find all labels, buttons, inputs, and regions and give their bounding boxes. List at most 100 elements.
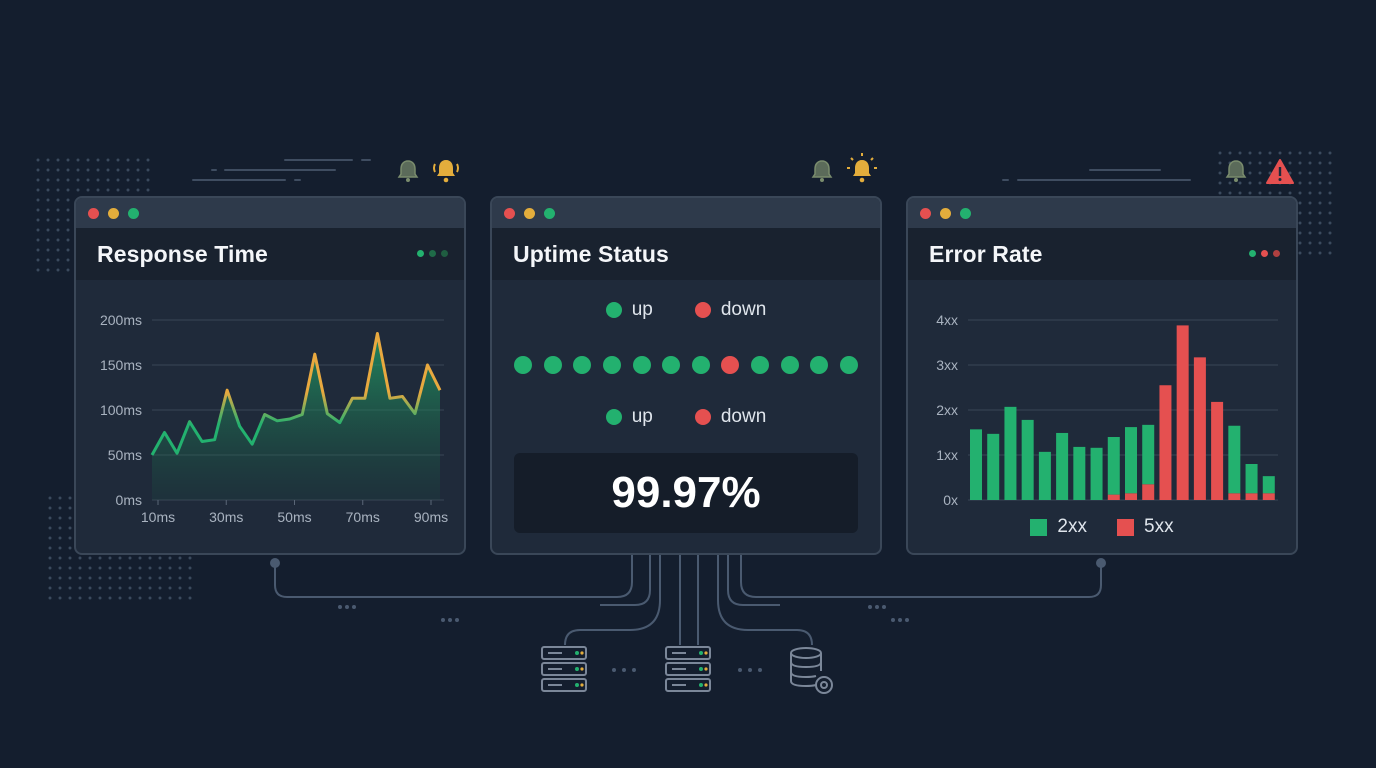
bar-5xx: [1176, 325, 1189, 500]
y-tick-label: 1xx: [936, 447, 958, 463]
bar-2xx: [970, 429, 982, 500]
x-tick-label: 10ms: [141, 509, 175, 525]
ringing-bell-icon: [433, 160, 459, 183]
response-time-panel: Response Time 0ms 50ms 100ms 150ms 200ms 10ms…: [74, 196, 466, 555]
window-titlebar: [492, 198, 880, 228]
x-tick-label: 50ms: [277, 509, 311, 525]
panel-title: Error Rate: [929, 241, 1043, 267]
up-legend-label: up: [631, 299, 653, 320]
bar-2xx: [1245, 464, 1258, 494]
error-rate-panel: Error Rate 0x 1xx 2xx 3xx 4xx 2xx 5xx: [906, 196, 1298, 555]
status-dot-up: [751, 356, 769, 374]
bar-5xx: [1193, 357, 1206, 500]
minimize-window-button[interactable]: [524, 208, 535, 219]
bar-2xx: [1073, 446, 1086, 500]
y-tick-label: 4xx: [936, 312, 958, 328]
warning-icon: [1266, 159, 1294, 184]
minimize-window-button[interactable]: [940, 208, 951, 219]
bell-icon: [811, 160, 833, 182]
up-legend-label: up: [631, 406, 653, 427]
status-dot-up: [573, 356, 592, 374]
down-legend-label: down: [720, 406, 767, 427]
x-tick-label: 90ms: [414, 509, 448, 525]
status-dot-up: [810, 356, 829, 374]
down-legend-label: down: [720, 299, 767, 320]
bar-2xx: [1021, 419, 1034, 500]
legend-swatch-2xx: [1030, 518, 1048, 536]
bar-5xx: [1245, 493, 1258, 500]
bar-2xx: [1004, 406, 1017, 500]
bar-5xx: [1228, 493, 1241, 500]
y-tick-label: 0x: [943, 492, 958, 508]
y-tick-label: 150ms: [100, 357, 142, 373]
uptime-percentage: 99.97%: [514, 453, 858, 533]
y-tick-label: 3xx: [936, 357, 958, 373]
window-titlebar: [908, 198, 1296, 228]
status-dot-up: [780, 356, 799, 374]
status-dot-up: [543, 356, 562, 374]
uptime-legend-bottom: up down: [492, 406, 880, 428]
maximize-window-button[interactable]: [544, 208, 555, 219]
status-dot-up: [632, 356, 651, 374]
ringing-bell-icon: [847, 153, 877, 183]
uptime-status-panel: Uptime Status up down up down 99.97%: [490, 196, 882, 555]
bar-5xx: [1142, 484, 1155, 500]
bar-5xx: [1211, 401, 1224, 500]
close-window-button[interactable]: [504, 208, 515, 219]
status-dot-up: [662, 356, 681, 374]
window-titlebar: [76, 198, 464, 228]
panel-status-dots: [1249, 250, 1280, 257]
bar-5xx: [1107, 494, 1120, 500]
close-window-button[interactable]: [88, 208, 99, 219]
up-legend-dot: [605, 409, 622, 425]
server-icon: [541, 646, 587, 692]
up-legend-dot: [605, 302, 622, 318]
down-legend-dot: [694, 302, 711, 318]
maximize-window-button[interactable]: [128, 208, 139, 219]
bar-2xx: [1090, 447, 1103, 500]
status-dot-up: [691, 356, 710, 374]
close-window-button[interactable]: [920, 208, 931, 219]
bar-5xx: [1262, 493, 1275, 500]
x-tick-label: 70ms: [346, 509, 380, 525]
uptime-status-dots: [514, 356, 858, 374]
status-dot-up: [602, 356, 621, 374]
status-dot-down: [721, 356, 740, 374]
bar-2xx: [1038, 451, 1051, 500]
response-time-chart: 0ms 50ms 100ms 150ms 200ms 10ms 30ms 50ms 70ms 90…: [100, 312, 448, 525]
bar-2xx: [1228, 425, 1241, 494]
bar-2xx: [1262, 476, 1275, 494]
x-tick-label: 30ms: [209, 509, 243, 525]
status-dot-up: [514, 356, 532, 374]
bar-5xx: [1159, 385, 1172, 500]
server-icon: [665, 646, 711, 692]
error-rate-legend: 2xx 5xx: [908, 516, 1296, 538]
uptime-legend-top: up down: [492, 299, 880, 321]
bar-5xx: [1125, 493, 1137, 500]
y-tick-label: 50ms: [108, 447, 142, 463]
bar-2xx: [1107, 437, 1120, 495]
minimize-window-button[interactable]: [108, 208, 119, 219]
bar-2xx: [1142, 424, 1155, 485]
legend-label-5xx: 5xx: [1144, 516, 1174, 537]
y-tick-label: 0ms: [116, 492, 142, 508]
bell-icon: [1225, 160, 1247, 182]
bar-2xx: [987, 433, 1000, 500]
response-time-line: [150, 332, 442, 456]
y-tick-label: 200ms: [100, 312, 142, 328]
down-legend-dot: [694, 409, 711, 425]
y-tick-label: 2xx: [936, 402, 958, 418]
y-tick-label: 100ms: [100, 402, 142, 418]
panel-status-dots: [417, 250, 448, 257]
panel-title: Response Time: [97, 241, 268, 267]
bar-2xx: [1056, 432, 1069, 500]
bell-icon: [397, 160, 419, 182]
status-dot-up: [839, 356, 858, 374]
panel-title: Uptime Status: [513, 241, 669, 267]
error-rate-chart: 0x 1xx 2xx 3xx 4xx: [936, 312, 1278, 508]
database-settings-icon: [790, 647, 833, 694]
legend-label-2xx: 2xx: [1057, 516, 1087, 537]
bar-2xx: [1125, 427, 1137, 494]
maximize-window-button[interactable]: [960, 208, 971, 219]
legend-swatch-5xx: [1117, 518, 1134, 536]
